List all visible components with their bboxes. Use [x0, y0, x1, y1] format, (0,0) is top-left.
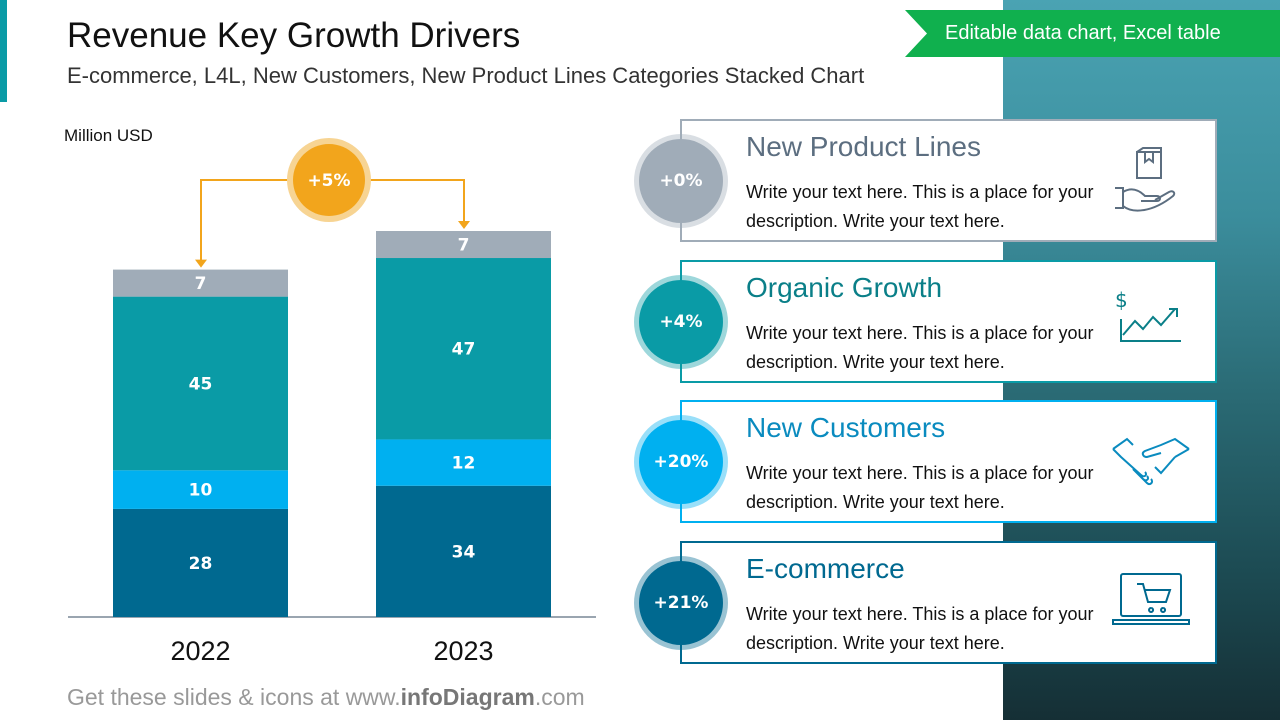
driver-card-new-product-lines: New Product Lines Write your text here. …: [680, 119, 1217, 242]
footer-prefix: Get these slides & icons at www.: [67, 684, 401, 710]
page-title: Revenue Key Growth Drivers: [67, 16, 521, 55]
bar-ecommerce-2022: [113, 508, 288, 617]
x-tick-label: 2022: [170, 636, 230, 666]
footer: Get these slides & icons at www.infoDiag…: [67, 684, 585, 711]
data-label: 45: [189, 374, 213, 394]
bar-organic-2022: [113, 296, 288, 471]
growth-arrow-left: [200, 179, 329, 262]
card-title: E-commerce: [746, 553, 905, 584]
data-label: 7: [195, 274, 207, 294]
card-description: Write your text here. This is a place fo…: [746, 463, 1094, 512]
data-label: 34: [452, 542, 476, 562]
bar-new_products-2023: [376, 231, 551, 259]
growth-label: +5%: [307, 171, 350, 191]
card-title: New Customers: [746, 412, 946, 443]
bar-new_customers-2023: [376, 439, 551, 486]
driver-card-e-commerce: E-commerce Write your text here. This is…: [680, 541, 1217, 664]
box-in-hand-icon: [1115, 147, 1176, 212]
accent-bar: [0, 0, 7, 102]
card-description: Write your text here. This is a place fo…: [746, 182, 1094, 231]
dollar-growth-chart-icon: $: [1115, 288, 1181, 342]
data-label: 12: [452, 454, 476, 474]
stacked-bar-chart: 28 10 45 7 2022 34 12 47 7 2023 +5%: [68, 138, 596, 666]
arrowhead-icon: [195, 259, 207, 268]
x-tick-label: 2023: [433, 636, 493, 666]
bar-new_customers-2022: [113, 470, 288, 509]
card-title: New Product Lines: [746, 131, 982, 162]
handshake-icon: [1112, 437, 1190, 486]
data-label: 28: [189, 554, 213, 574]
arrowhead-icon: [458, 221, 470, 229]
footer-brand: infoDiagram: [400, 684, 535, 710]
growth-badge: +0%: [639, 139, 723, 223]
bar-ecommerce-2023: [376, 485, 551, 617]
growth-badge: [293, 144, 365, 216]
data-label: 47: [452, 340, 476, 360]
y-axis-label: Million USD: [64, 126, 153, 145]
svg-text:$: $: [1115, 288, 1128, 312]
card-title: Organic Growth: [746, 272, 943, 303]
laptop-cart-icon: [1112, 573, 1190, 625]
driver-card-organic-growth: Organic Growth Write your text here. Thi…: [680, 260, 1217, 383]
editable-ribbon: Editable data chart, Excel table: [905, 10, 1280, 57]
driver-card-new-customers: New Customers Write your text here. This…: [680, 400, 1217, 523]
bar-organic-2023: [376, 258, 551, 440]
bar-new_products-2022: [113, 269, 288, 297]
card-description: Write your text here. This is a place fo…: [746, 323, 1094, 372]
growth-badge: +20%: [639, 420, 723, 504]
data-label: 10: [189, 481, 213, 501]
growth-badge: +21%: [639, 561, 723, 645]
footer-suffix: .com: [534, 684, 585, 710]
growth-badge: +4%: [639, 280, 723, 364]
growth-arrow-right: [329, 179, 465, 223]
data-label: 7: [458, 236, 470, 256]
page-subtitle: E-commerce, L4L, New Customers, New Prod…: [67, 63, 865, 88]
card-description: Write your text here. This is a place fo…: [746, 604, 1094, 653]
